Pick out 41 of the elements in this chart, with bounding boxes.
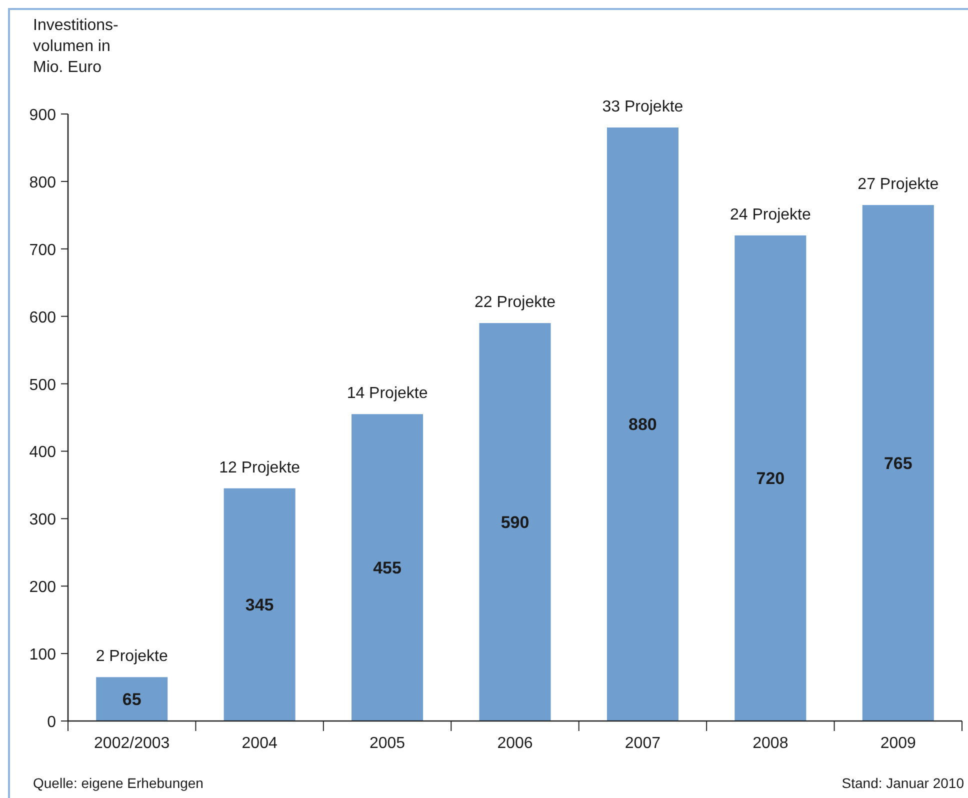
annotation: 12 Projekte — [219, 459, 300, 476]
data-label: 720 — [756, 469, 785, 488]
annotation: 27 Projekte — [858, 176, 939, 194]
annotation: 22 Projekte — [474, 294, 556, 312]
text: Stand: Januar 2010 — [842, 775, 964, 791]
bar — [479, 323, 551, 721]
bar — [224, 488, 296, 721]
y-tick-label: 600 — [29, 309, 56, 326]
y-tick-label: 900 — [29, 107, 56, 124]
bar — [734, 235, 806, 721]
x-tick-label: 2007 — [624, 735, 661, 752]
data-label: 590 — [500, 513, 530, 532]
data-label: 455 — [373, 558, 402, 578]
y-tick-label: 300 — [29, 512, 56, 529]
data-label: 345 — [245, 596, 274, 615]
y-tick-label: 400 — [29, 444, 56, 462]
bar — [862, 205, 934, 721]
x-tick-label: 2004 — [242, 735, 278, 752]
annotation: 14 Projekte — [346, 385, 428, 402]
bar — [352, 414, 424, 721]
y-axis-title: Investitions- volumen in Mio. Euro — [33, 17, 118, 76]
data-label: 880 — [628, 415, 657, 434]
y-tick-label: 200 — [29, 579, 56, 596]
annotation: 2 Projekte — [96, 648, 168, 666]
data-label: 65 — [122, 690, 142, 710]
x-tick-label: 2008 — [752, 735, 788, 752]
x-tick-label: 2006 — [497, 735, 533, 752]
x-tick-label: 2002/2003 — [94, 735, 170, 752]
x-tick-label: 2005 — [369, 735, 406, 752]
annotation: 33 Projekte — [602, 98, 684, 116]
bar — [606, 127, 678, 721]
y-tick-label: 700 — [29, 242, 56, 259]
bar — [96, 677, 168, 721]
source-note: Quelle: eigene Erhebungen — [33, 775, 204, 791]
data-label: 765 — [884, 454, 912, 474]
x-tick-label: 2009 — [880, 735, 916, 752]
y-tick-label: 100 — [29, 646, 56, 664]
annotation: 24 Projekte — [730, 206, 811, 224]
y-tick-label: 500 — [29, 376, 56, 394]
y-tick-label: 800 — [29, 174, 56, 192]
y-tick-label: 0 — [47, 714, 56, 731]
